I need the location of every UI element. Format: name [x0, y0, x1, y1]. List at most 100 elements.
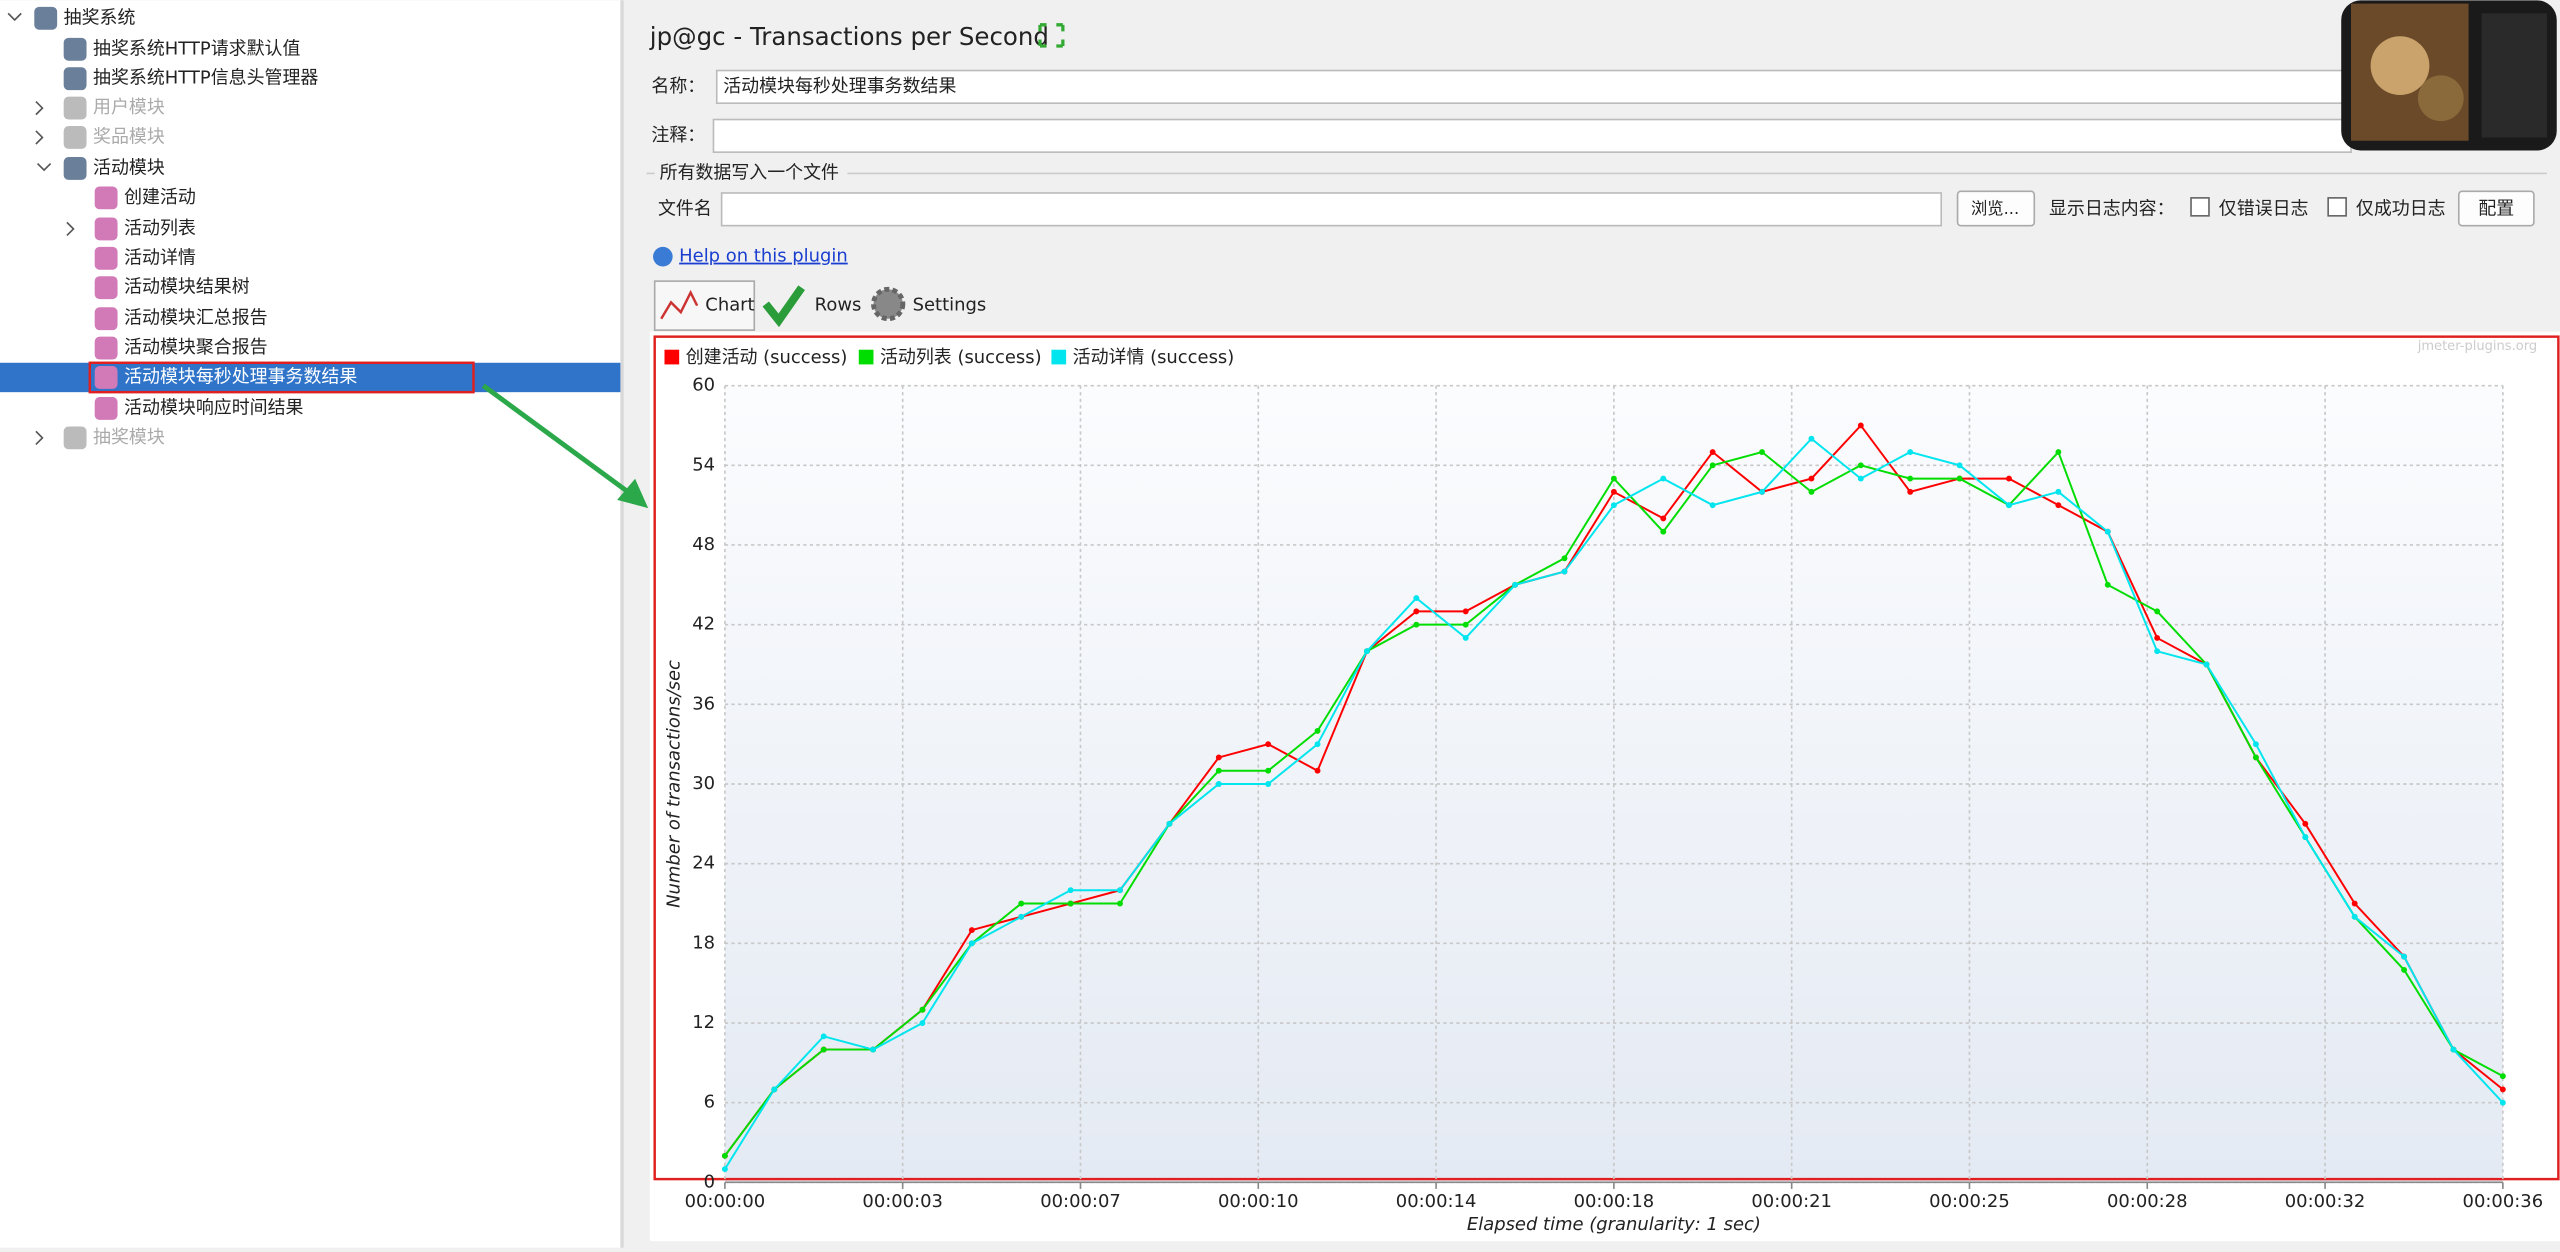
file-input[interactable] — [720, 192, 1943, 227]
tree-node[interactable]: 活动列表 — [124, 218, 196, 239]
point — [968, 927, 975, 934]
y-tick-label: 30 — [692, 773, 715, 794]
legend-label: 活动列表 (success) — [880, 347, 1042, 368]
point — [2154, 634, 2161, 641]
watermark: jmeter-plugins.org — [2417, 339, 2537, 354]
tree-node[interactable]: 抽奖系统HTTP信息头管理器 — [93, 68, 318, 89]
tab-selected[interactable] — [653, 280, 756, 331]
checkbox[interactable] — [2327, 197, 2347, 217]
success-only: 仅成功日志 — [2356, 198, 2446, 219]
point — [2351, 913, 2358, 920]
y-axis-label: Number of transactions/sec — [663, 660, 684, 908]
point — [721, 1166, 728, 1173]
tree-node[interactable]: 活动详情 — [124, 247, 196, 268]
point — [820, 1046, 827, 1053]
point — [2252, 741, 2259, 748]
x-tick-label: 00:00:10 — [1218, 1191, 1299, 1212]
tree-icon — [34, 6, 58, 30]
tree-icon — [63, 96, 87, 120]
legend-swatch — [664, 349, 680, 365]
point — [2055, 449, 2062, 455]
tab[interactable]: Settings — [913, 295, 987, 316]
point — [2104, 581, 2111, 588]
point — [1956, 462, 1963, 469]
tree: 抽奖系统抽奖系统HTTP请求默认值抽奖系统HTTP信息头管理器用户模块奖品模块活… — [7, 6, 357, 450]
tree-node[interactable]: 活动模块响应时间结果 — [124, 397, 303, 418]
tree-node[interactable]: 抽奖系统HTTP请求默认值 — [93, 38, 300, 59]
comment-input[interactable] — [712, 118, 2352, 153]
point — [1215, 767, 1222, 774]
point — [1709, 449, 1716, 455]
tree-node[interactable]: 活动模块汇总报告 — [124, 308, 267, 329]
legend-label: 活动详情 (success) — [1073, 347, 1235, 368]
point — [1561, 555, 1568, 562]
point — [2104, 528, 2111, 535]
chart-icon — [660, 289, 699, 320]
tree-panel — [0, 0, 621, 1248]
tree-node[interactable]: 用户模块 — [93, 97, 165, 118]
x-tick-label: 00:00:03 — [862, 1191, 943, 1212]
point — [1907, 475, 1914, 482]
point — [2006, 502, 2012, 509]
tree-node[interactable]: 创建活动 — [124, 187, 196, 208]
point — [1709, 502, 1716, 509]
tree-node[interactable]: 奖品模块 — [93, 126, 165, 147]
help-link[interactable]: Help on this plugin — [679, 246, 848, 267]
tab[interactable]: Chart — [705, 295, 754, 316]
tree-node[interactable]: 抽奖系统 — [64, 7, 136, 28]
point — [1462, 634, 1469, 641]
browse-text: 浏览... — [1971, 199, 2019, 218]
point — [1610, 502, 1617, 509]
point — [870, 1046, 876, 1053]
point — [2499, 1086, 2506, 1093]
name-label: 名称： — [651, 76, 705, 97]
tree-icon — [94, 217, 118, 241]
y-tick-label: 36 — [692, 693, 715, 714]
tab[interactable]: Rows — [815, 295, 862, 316]
tree-node[interactable]: 抽奖模块 — [93, 427, 165, 448]
y-tick-label: 48 — [692, 534, 715, 555]
checkbox[interactable] — [2190, 197, 2210, 217]
point — [1413, 621, 1420, 628]
point — [2055, 488, 2062, 495]
y-tick-label: 54 — [692, 454, 715, 475]
name-input[interactable] — [715, 69, 2352, 104]
expand-icon[interactable] — [1038, 23, 1065, 48]
x-axis-label: Elapsed time (granularity: 1 sec) — [1467, 1214, 1761, 1235]
point — [2401, 953, 2408, 960]
highlight — [653, 335, 2560, 1181]
point — [1857, 422, 1864, 429]
y-tick-label: 6 — [704, 1092, 715, 1113]
point — [1462, 621, 1469, 628]
tree-icon — [94, 186, 118, 210]
rows-icon — [762, 285, 805, 328]
y-tick-label: 42 — [692, 614, 715, 635]
point — [1314, 767, 1321, 774]
point — [1660, 528, 1667, 535]
log-label: 显示日志内容： — [2049, 198, 2175, 219]
configure-button[interactable] — [2457, 190, 2535, 227]
point — [1413, 595, 1420, 602]
tree-node[interactable]: 活动模块聚合报告 — [124, 337, 267, 358]
point — [2499, 1073, 2506, 1080]
tree-node[interactable]: 活动模块结果树 — [124, 277, 250, 298]
point — [1907, 449, 1914, 455]
point — [1117, 900, 1123, 907]
y-tick-label: 24 — [692, 853, 715, 874]
point — [1018, 913, 1025, 920]
y-tick-label: 18 — [692, 932, 715, 953]
point — [1660, 475, 1667, 482]
tree-node[interactable]: 活动模块 — [93, 157, 165, 178]
x-tick-label: 00:00:07 — [1040, 1191, 1121, 1212]
errors-only: 仅错误日志 — [2219, 198, 2309, 219]
tree-icon — [94, 276, 118, 300]
point — [820, 1033, 827, 1040]
point — [1808, 475, 1815, 482]
point — [1462, 608, 1469, 615]
browse-button[interactable] — [1956, 190, 2036, 227]
legend-swatch — [858, 349, 874, 365]
tree-node[interactable]: 活动模块每秒处理事务数结果 — [124, 366, 357, 387]
group-label: 所有数据写入一个文件 — [660, 162, 839, 183]
point — [1265, 767, 1272, 774]
point — [2252, 754, 2259, 761]
